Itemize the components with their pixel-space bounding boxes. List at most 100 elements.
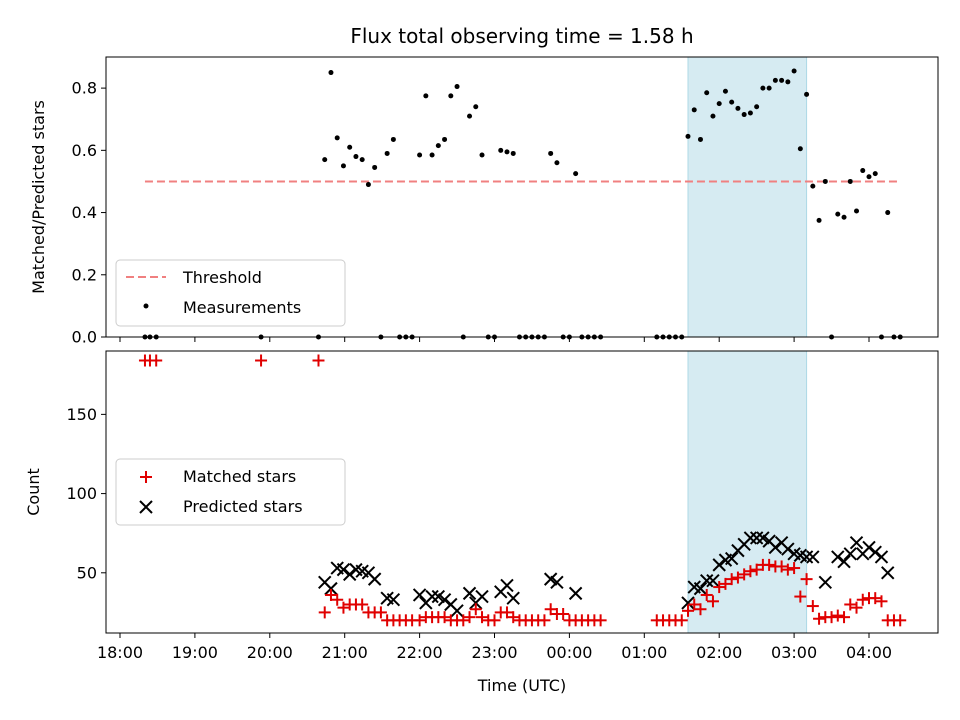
measurement-point bbox=[704, 90, 710, 96]
x-tick-label: 23:00 bbox=[471, 643, 517, 662]
measurement-point bbox=[716, 101, 722, 107]
measurement-point bbox=[448, 93, 454, 99]
matched-star-point bbox=[476, 611, 489, 624]
measurement-point bbox=[372, 164, 378, 170]
matched-star-point bbox=[255, 354, 268, 367]
bottom-y-axis: 50 100 150 bbox=[66, 405, 106, 582]
measurement-point bbox=[816, 217, 822, 223]
predicted-star-point bbox=[550, 575, 564, 590]
predicted-star-point bbox=[412, 588, 427, 602]
matched-star-point bbox=[324, 588, 337, 601]
predicted-star-point bbox=[843, 547, 857, 561]
bottom-legend: Matched stars Predicted stars bbox=[115, 458, 346, 526]
measurement-point bbox=[429, 152, 435, 158]
matched-star-point bbox=[838, 611, 851, 624]
top-y-axis: 0.0 0.2 0.4 0.6 0.8 bbox=[72, 79, 106, 347]
measurement-point bbox=[390, 136, 396, 142]
predicted-star-point bbox=[749, 531, 764, 545]
x-tick-label: 20:00 bbox=[247, 643, 293, 662]
matched-star-point bbox=[463, 611, 476, 624]
measurement-point bbox=[866, 174, 872, 180]
bottom-plot-frame bbox=[105, 350, 939, 634]
legend-threshold-label: Threshold bbox=[182, 268, 262, 287]
measurement-point bbox=[804, 91, 810, 97]
top-panel: 0.00.20.40.60.8 Matched/Predicted stars … bbox=[29, 56, 939, 347]
predicted-star-point bbox=[386, 593, 401, 607]
predicted-star-point bbox=[862, 540, 876, 555]
predicted-star-point bbox=[500, 578, 514, 593]
bottom-y-axis-label: Count bbox=[24, 468, 43, 516]
legend-predicted-swatch bbox=[139, 500, 153, 514]
bottom-y-tick-label: 150 bbox=[66, 405, 97, 424]
measurement-point bbox=[417, 152, 423, 158]
matched-star-point bbox=[775, 560, 788, 573]
bottom-legend-box bbox=[115, 458, 346, 526]
x-tick-label: 19:00 bbox=[172, 643, 218, 662]
matched-star-point bbox=[731, 571, 744, 584]
measurement-point bbox=[854, 208, 860, 214]
predicted-star-point bbox=[868, 545, 882, 559]
matched-star-point bbox=[800, 573, 813, 586]
x-tick-label: 00:00 bbox=[546, 643, 592, 662]
matched-star-point bbox=[544, 603, 557, 616]
predicted-star-point bbox=[681, 596, 695, 610]
predicted-star-point bbox=[450, 604, 464, 618]
top-y-tick-label: 0.8 bbox=[72, 79, 97, 98]
measurement-point bbox=[423, 93, 429, 99]
matched-star-point bbox=[850, 601, 863, 614]
predicted-star-point bbox=[724, 551, 739, 566]
measurement-point bbox=[810, 183, 816, 189]
measurement-point bbox=[791, 68, 797, 74]
measurement-point bbox=[510, 150, 516, 156]
predicted-star-point bbox=[475, 589, 489, 604]
x-tick-label: 01:00 bbox=[621, 643, 667, 662]
x-tick-label: 22:00 bbox=[397, 643, 443, 662]
predicted-star-point bbox=[336, 562, 351, 577]
predicted-star-point bbox=[324, 581, 338, 596]
measurement-point bbox=[747, 110, 753, 116]
predicted-star-point bbox=[881, 566, 895, 580]
matched-star-point bbox=[318, 606, 331, 619]
bottom-y-tick-label: 50 bbox=[77, 563, 97, 582]
predicted-star-point bbox=[806, 550, 820, 564]
measurement-point bbox=[697, 136, 703, 142]
measurement-point bbox=[766, 85, 772, 91]
measurement-point bbox=[347, 144, 353, 150]
matched-star-point bbox=[469, 603, 482, 616]
matched-star-point bbox=[457, 614, 470, 627]
measurement-point bbox=[467, 113, 473, 119]
matched-star-point bbox=[875, 595, 888, 608]
x-tick-label: 02:00 bbox=[696, 643, 742, 662]
matched-star-point bbox=[694, 603, 707, 616]
predicted-star-point bbox=[506, 591, 520, 605]
matched-star-point bbox=[750, 563, 763, 576]
matched-star-point bbox=[763, 558, 776, 571]
predicted-star-point bbox=[874, 550, 889, 564]
matched-star-point bbox=[831, 609, 844, 622]
predicted-star-point bbox=[462, 586, 477, 601]
measurement-point bbox=[328, 70, 334, 76]
x-tick-label: 21:00 bbox=[322, 643, 368, 662]
predicted-star-point bbox=[367, 572, 382, 586]
measurement-point bbox=[548, 150, 554, 156]
bottom-y-tick-label: 100 bbox=[66, 484, 97, 503]
matched-star-point bbox=[675, 614, 688, 627]
legend-measurements-label: Measurements bbox=[183, 298, 301, 317]
measurement-point bbox=[504, 149, 510, 155]
measurement-point bbox=[359, 157, 365, 163]
matched-star-point bbox=[681, 604, 694, 617]
measurement-point bbox=[691, 107, 697, 113]
predicted-star-point bbox=[743, 531, 758, 545]
matched-star-point bbox=[806, 600, 819, 613]
predicted-star-point bbox=[837, 555, 851, 569]
matched-star-point bbox=[356, 598, 369, 611]
top-legend-box bbox=[115, 259, 346, 327]
matched-star-point bbox=[788, 562, 801, 575]
legend-predicted-label: Predicted stars bbox=[183, 497, 303, 516]
measurement-point bbox=[860, 168, 866, 174]
top-plot-frame bbox=[105, 56, 939, 338]
measurement-point bbox=[340, 163, 346, 169]
top-y-tick-label: 0.6 bbox=[72, 141, 97, 160]
matched-star-point bbox=[312, 354, 325, 367]
